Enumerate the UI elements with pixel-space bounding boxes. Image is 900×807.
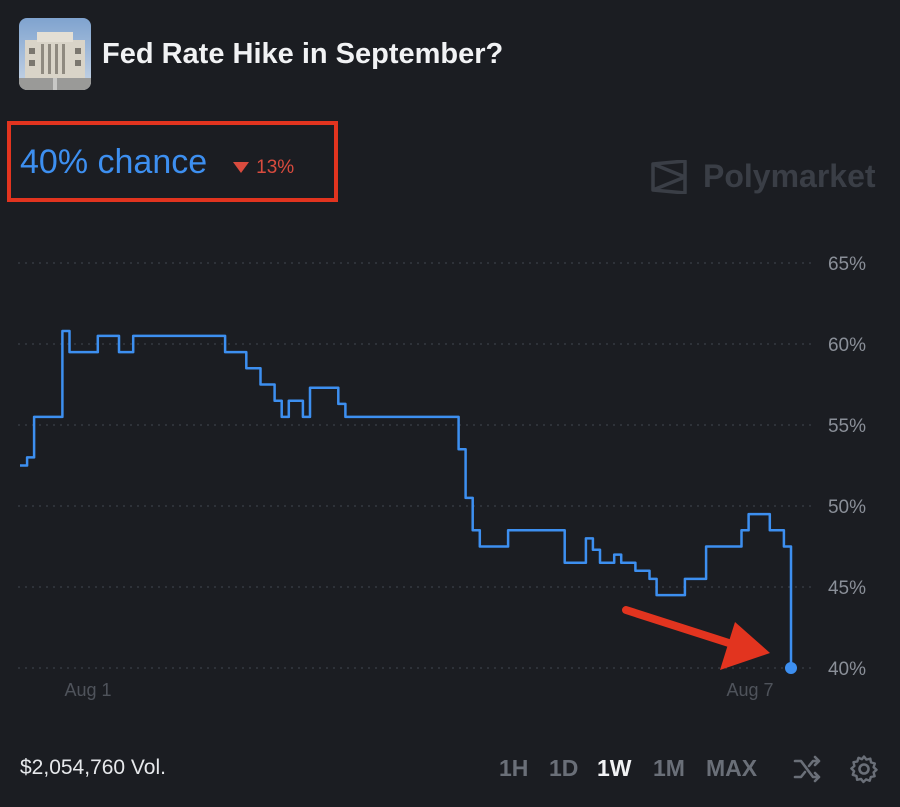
shuffle-icon[interactable] <box>792 754 822 784</box>
federal-reserve-building-icon <box>19 18 91 90</box>
range-1h-button[interactable]: 1H <box>499 755 529 781</box>
y-tick-label: 40% <box>828 659 866 680</box>
chance-readout: 40% chance 13% <box>20 143 294 182</box>
gear-icon[interactable] <box>849 754 879 784</box>
range-1w-button[interactable]: 1W <box>597 755 632 781</box>
chart-footer: $2,054,760 Vol. 1H 1D 1W 1M MAX <box>0 750 900 790</box>
probability-chart[interactable]: 65% 60% 55% 50% 45% 40% Aug 1 Aug 7 <box>0 230 900 710</box>
volume-label: $2,054,760 Vol. <box>20 756 166 779</box>
annotation-arrow <box>622 606 770 670</box>
y-tick-label: 45% <box>828 578 866 599</box>
y-tick-label: 50% <box>828 497 866 518</box>
chance-delta-value: 13% <box>256 156 295 178</box>
market-title: Fed Rate Hike in September? <box>102 37 504 70</box>
range-1m-button[interactable]: 1M <box>653 755 685 781</box>
down-triangle-icon <box>233 162 250 173</box>
highlight-box <box>7 121 338 202</box>
series-line <box>20 329 793 668</box>
market-thumbnail[interactable] <box>19 18 91 90</box>
chance-value: 40% chance <box>20 143 208 181</box>
x-tick-label: Aug 7 <box>726 680 773 700</box>
y-tick-label: 65% <box>828 254 866 275</box>
brand-name: Polymarket <box>703 158 876 194</box>
y-tick-label: 60% <box>828 335 866 356</box>
chance-delta: 13% <box>233 157 294 179</box>
y-tick-label: 55% <box>828 416 866 437</box>
range-max-button[interactable]: MAX <box>706 755 758 781</box>
polymarket-logo-icon <box>651 159 687 194</box>
market-header: Fed Rate Hike in September? <box>19 18 503 90</box>
x-tick-label: Aug 1 <box>64 680 111 700</box>
current-point <box>785 662 797 674</box>
range-1d-button[interactable]: 1D <box>549 755 579 781</box>
brand-watermark: Polymarket <box>650 158 876 195</box>
